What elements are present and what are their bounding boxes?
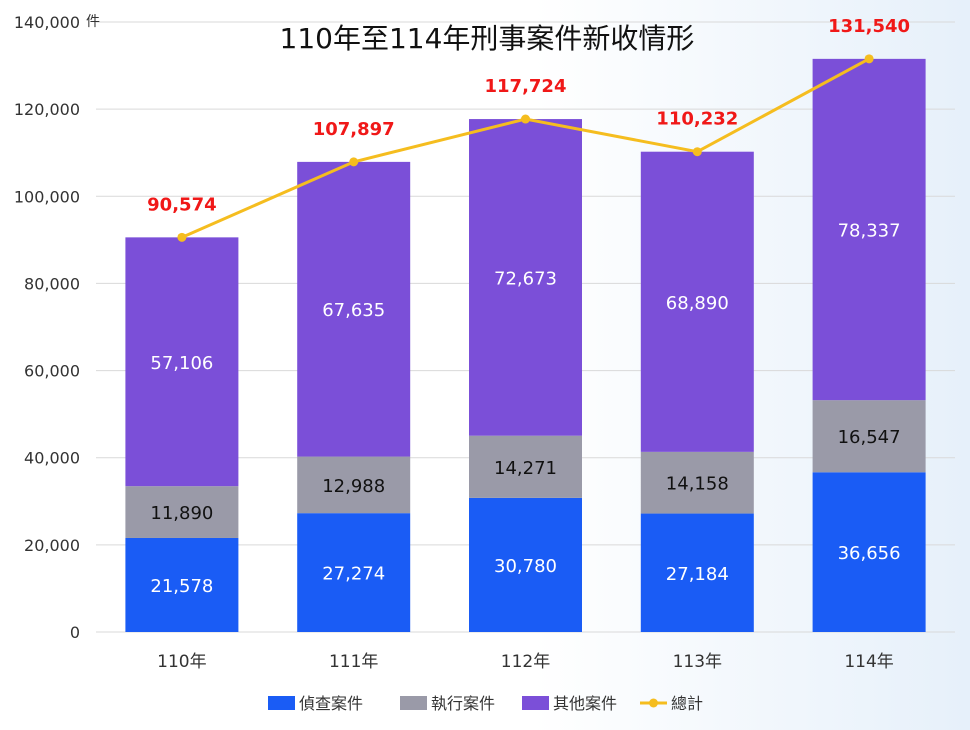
x-tick-label: 111年 <box>329 652 378 672</box>
bar-data-label: 68,890 <box>666 293 729 314</box>
bar-labels: 21,578 11,890 57,106 27,274 12,988 67,635 30,7… <box>150 221 900 597</box>
y-tick-label: 100,000 <box>14 187 80 206</box>
legend-label: 其他案件 <box>553 694 617 713</box>
bar-data-label: 57,106 <box>150 353 213 374</box>
y-tick-label: 120,000 <box>14 100 80 119</box>
bar-segment <box>812 400 926 473</box>
total-point <box>521 114 530 124</box>
legend-swatch <box>268 696 295 710</box>
bar-segment <box>297 513 411 632</box>
bar-data-label: 27,184 <box>666 564 729 585</box>
total-data-label: 117,724 <box>485 76 567 97</box>
legend: 偵查案件 執行案件 其他案件 總計 <box>268 694 703 713</box>
bar-data-label: 30,780 <box>494 556 557 577</box>
y-tick-label: 20,000 <box>24 536 80 555</box>
bar-data-label: 78,337 <box>838 221 901 242</box>
y-tick-label: 140,000 <box>14 13 80 32</box>
legend-swatch <box>400 696 427 710</box>
total-point <box>864 54 874 64</box>
x-tick-label: 114年 <box>844 652 893 672</box>
legend-label: 總計 <box>671 694 703 713</box>
bar-segment <box>297 456 411 514</box>
legend-label: 執行案件 <box>431 694 495 713</box>
total-line: 90,574 107,897 117,724 110,232 131,540 <box>147 16 910 242</box>
legend-swatch <box>522 696 549 710</box>
x-axis-ticks: 110年 111年 112年 113年 114年 <box>157 652 894 672</box>
bar-data-label: 27,274 <box>322 564 385 585</box>
bar-segment <box>297 161 411 457</box>
bar-data-label: 21,578 <box>150 576 213 597</box>
bar-data-label: 14,271 <box>494 458 557 479</box>
bar-segment <box>469 497 582 632</box>
legend-line-marker <box>649 698 658 708</box>
y-axis-ticks: 0 20,000 40,000 60,000 80,000 100,000 120,000 1… <box>14 13 80 642</box>
bar-segment <box>812 58 926 401</box>
total-point <box>177 232 187 242</box>
bar-segment <box>125 486 239 538</box>
y-axis-unit: 件 <box>86 14 100 30</box>
chart-title: 110年至114年刑事案件新收情形 <box>280 22 695 55</box>
x-tick-label: 110年 <box>157 652 206 672</box>
x-tick-label: 113年 <box>673 652 722 672</box>
bar-segment <box>469 119 582 436</box>
bar-data-label: 67,635 <box>322 300 385 321</box>
bar-segment <box>125 237 239 487</box>
legend-label: 偵查案件 <box>299 694 363 713</box>
bar-segment <box>812 472 926 632</box>
bar-data-label: 14,158 <box>666 474 729 495</box>
total-data-label: 107,897 <box>313 119 395 140</box>
y-tick-label: 0 <box>70 623 80 642</box>
bar-data-label: 72,673 <box>494 268 557 289</box>
bar-data-label: 16,547 <box>838 427 901 448</box>
bars <box>125 58 926 632</box>
y-tick-label: 40,000 <box>24 449 80 468</box>
total-data-label: 90,574 <box>147 194 216 215</box>
bar-data-label: 12,988 <box>322 476 385 497</box>
bar-segment <box>640 151 754 452</box>
total-point <box>692 147 702 157</box>
y-tick-label: 80,000 <box>24 274 80 293</box>
total-point <box>349 157 359 167</box>
x-tick-label: 112年 <box>501 652 550 672</box>
total-data-label: 131,540 <box>828 16 910 37</box>
bar-segment <box>640 451 754 514</box>
bar-segment <box>640 513 754 632</box>
y-tick-label: 60,000 <box>24 362 80 381</box>
bar-data-label: 36,656 <box>838 543 901 564</box>
bar-segment <box>125 537 239 632</box>
bar-data-label: 11,890 <box>150 503 213 524</box>
total-data-label: 110,232 <box>656 109 738 130</box>
bar-segment <box>469 435 582 498</box>
